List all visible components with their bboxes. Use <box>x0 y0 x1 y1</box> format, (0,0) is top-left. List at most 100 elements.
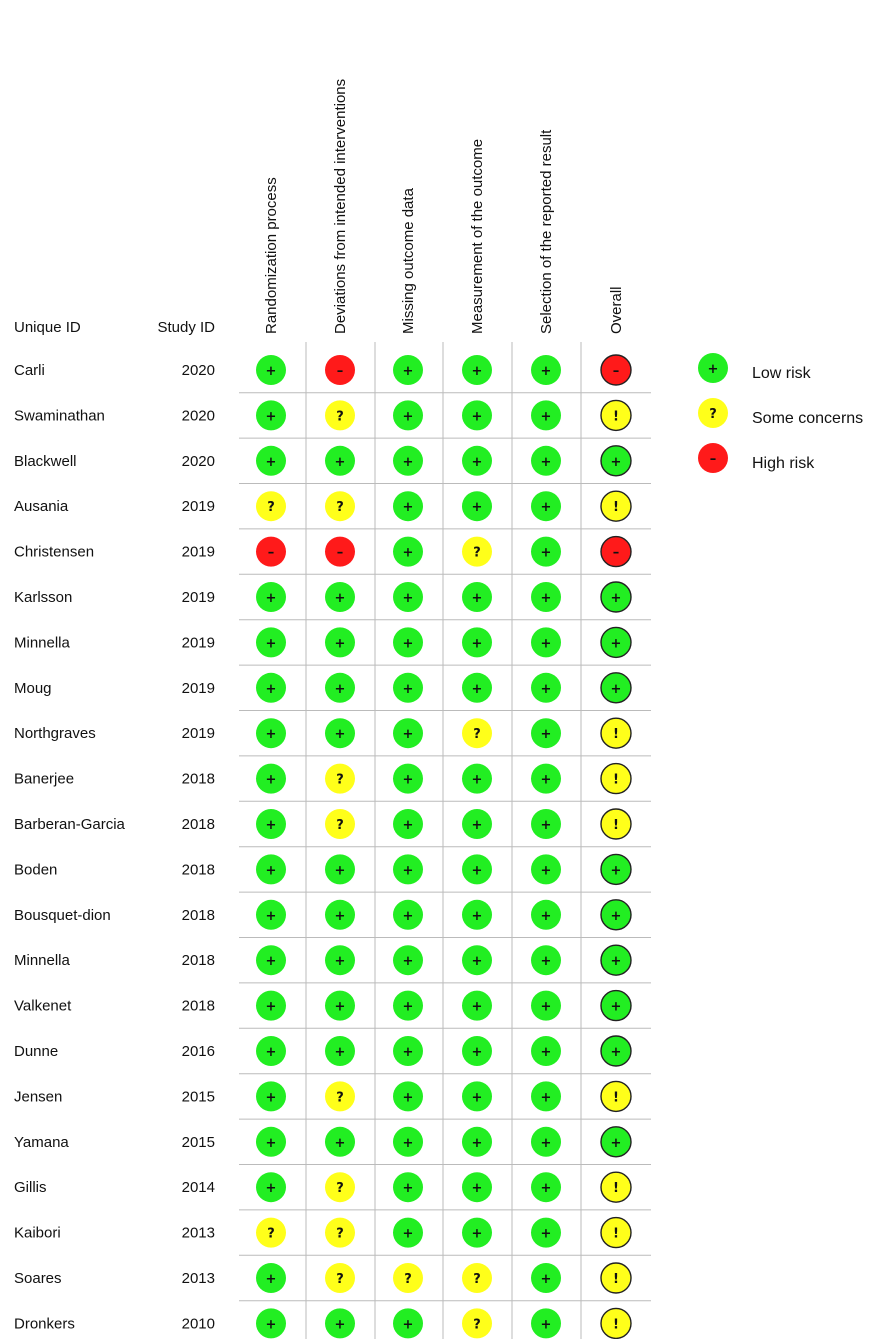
judgement-low-marker <box>256 945 286 976</box>
judgement-some-symbol: ? <box>336 500 344 515</box>
judgement-low-marker <box>325 990 355 1021</box>
judgement-high-marker <box>256 536 286 567</box>
judgement-low-marker <box>600 899 632 931</box>
judgement-low-marker <box>393 491 423 522</box>
judgement-low-symbol: + <box>266 909 277 924</box>
judgement-some-symbol: ? <box>473 1317 481 1332</box>
judgement-low-symbol: + <box>611 954 622 969</box>
legend-label: High risk <box>752 455 815 472</box>
judgement-low-symbol: + <box>403 500 414 515</box>
study-year: 2016 <box>182 1043 215 1060</box>
judgement-low-marker <box>325 1308 355 1339</box>
judgement-low-symbol: + <box>541 500 552 515</box>
judgement-low-symbol: + <box>611 455 622 470</box>
judgement-low-symbol: + <box>266 591 277 606</box>
judgement-low-symbol: + <box>541 1045 552 1060</box>
judgement-some-marker <box>462 718 492 749</box>
judgement-low-marker <box>462 1081 492 1112</box>
study-name: Swaminathan <box>14 407 105 424</box>
judgement-low-marker <box>531 1172 561 1203</box>
legend-high-symbol: – <box>710 452 717 467</box>
judgement-low-symbol: + <box>472 1136 483 1151</box>
judgement-low-symbol: + <box>472 863 483 878</box>
judgement-low-symbol: + <box>611 591 622 606</box>
judgement-low-marker <box>531 672 561 703</box>
judgement-low-marker <box>393 355 423 385</box>
judgement-some-symbol: ! <box>613 409 619 424</box>
judgement-some-symbol: ? <box>336 1227 344 1242</box>
judgement-low-marker <box>600 1035 632 1067</box>
judgement-low-marker <box>462 945 492 976</box>
judgement-low-symbol: + <box>266 364 277 379</box>
judgement-low-symbol: + <box>472 636 483 651</box>
judgement-low-marker <box>393 854 423 885</box>
judgement-low-symbol: + <box>472 909 483 924</box>
judgement-low-symbol: + <box>266 773 277 788</box>
judgement-high-symbol: – <box>268 546 275 561</box>
judgement-some-marker <box>256 491 286 522</box>
judgement-low-marker <box>462 627 492 658</box>
judgement-low-symbol: + <box>541 863 552 878</box>
judgement-low-marker <box>531 718 561 749</box>
study-year: 2020 <box>182 453 215 470</box>
judgement-low-symbol: + <box>472 591 483 606</box>
judgement-low-symbol: + <box>403 1045 414 1060</box>
study-name: Gillis <box>14 1179 47 1196</box>
judgement-low-marker <box>531 355 561 385</box>
judgement-low-symbol: + <box>541 1000 552 1015</box>
judgement-low-symbol: + <box>541 409 552 424</box>
judgement-high-symbol: – <box>613 546 620 561</box>
judgement-low-symbol: + <box>335 909 346 924</box>
study-year: 2010 <box>182 1315 215 1332</box>
study-year: 2018 <box>182 907 215 924</box>
judgement-low-marker <box>531 899 561 930</box>
judgement-low-symbol: + <box>472 954 483 969</box>
judgement-some-symbol: ! <box>613 500 619 515</box>
judgement-low-marker <box>531 1036 561 1066</box>
study-year: 2018 <box>182 861 215 878</box>
legend-some-symbol: ? <box>709 407 717 422</box>
judgement-low-symbol: + <box>403 863 414 878</box>
domain-header: Missing outcome data <box>400 187 417 334</box>
judgement-some-marker <box>256 1217 286 1248</box>
judgement-low-marker <box>393 672 423 703</box>
study-name: Jensen <box>14 1088 62 1105</box>
judgement-low-symbol: + <box>472 409 483 424</box>
judgement-low-marker <box>393 1308 423 1339</box>
judgement-some-marker <box>600 762 632 795</box>
domain-header: Randomization process <box>263 177 280 334</box>
legend-label: Low risk <box>752 365 812 382</box>
judgement-low-symbol: + <box>472 682 483 697</box>
judgement-low-marker <box>393 1217 423 1248</box>
study-name: Moug <box>14 680 52 697</box>
judgement-low-marker <box>256 718 286 749</box>
judgement-some-symbol: ? <box>336 409 344 424</box>
judgement-low-symbol: + <box>335 455 346 470</box>
judgement-high-symbol: – <box>337 546 344 561</box>
study-name: Barberan-Garcia <box>14 816 126 833</box>
judgement-low-marker <box>531 1308 561 1339</box>
judgement-low-symbol: + <box>403 1227 414 1242</box>
judgement-some-marker <box>600 1080 632 1113</box>
study-name: Valkenet <box>14 998 72 1015</box>
judgement-low-marker <box>325 854 355 885</box>
judgement-low-symbol: + <box>266 954 277 969</box>
judgement-low-marker <box>600 445 632 477</box>
judgement-high-marker <box>325 355 355 385</box>
judgement-low-marker <box>462 854 492 885</box>
judgement-low-marker <box>462 809 492 839</box>
judgement-low-symbol: + <box>266 455 277 470</box>
judgement-low-symbol: + <box>403 818 414 833</box>
judgement-low-symbol: + <box>541 1227 552 1242</box>
judgement-some-symbol: ! <box>613 773 619 788</box>
study-year: 2019 <box>182 634 215 651</box>
judgement-low-marker <box>393 899 423 930</box>
judgement-high-symbol: – <box>337 364 344 379</box>
judgement-low-symbol: + <box>266 863 277 878</box>
domain-header: Overall <box>608 286 625 334</box>
judgement-some-symbol: ? <box>404 1272 412 1287</box>
judgement-low-marker <box>600 626 632 659</box>
judgement-some-marker <box>325 1263 355 1293</box>
judgement-some-symbol: ? <box>473 1272 481 1287</box>
judgement-high-marker <box>325 536 355 567</box>
